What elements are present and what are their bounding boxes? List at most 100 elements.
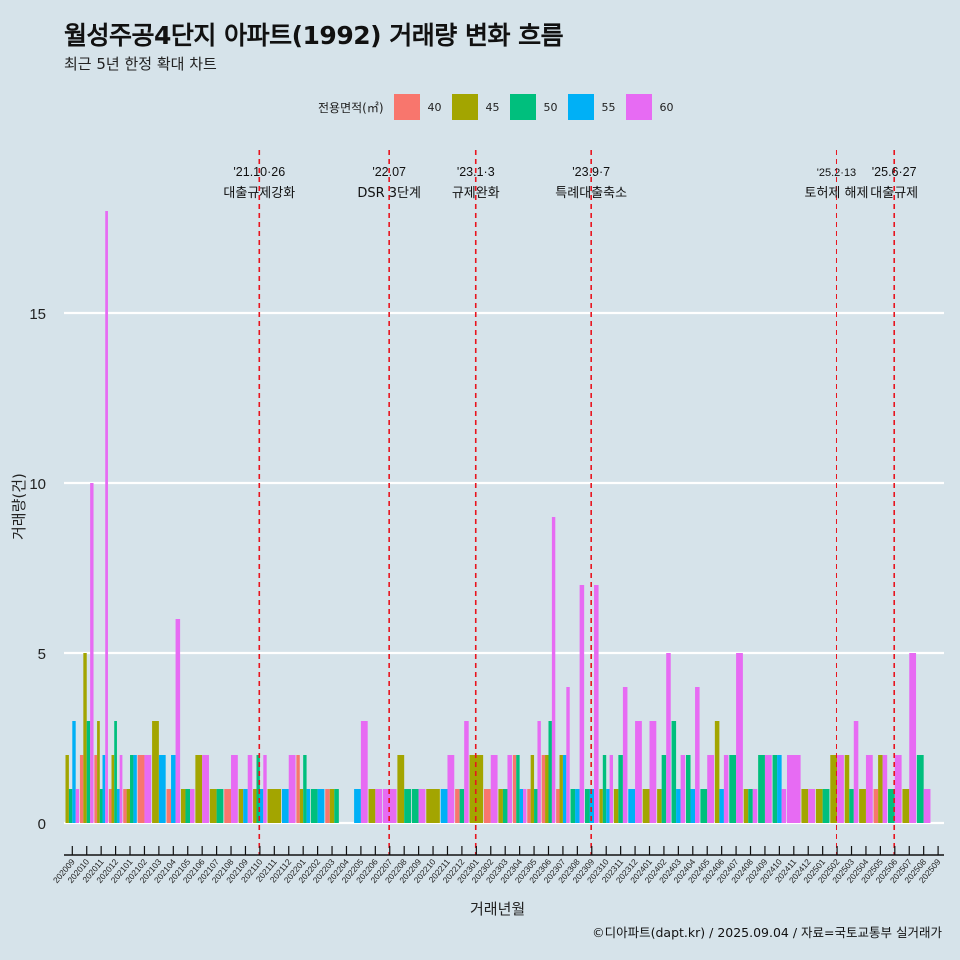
bar-202106-45 (195, 755, 203, 823)
bar-202307-45 (559, 755, 563, 823)
bar-202405-60 (707, 755, 715, 823)
event-name-label-3: 특례대출축소 (555, 186, 627, 201)
bar-202501-50 (822, 789, 830, 823)
event-name-label-0: 대출규제강화 (223, 186, 295, 201)
bar-202206-45 (368, 789, 376, 823)
bar-202011-45 (97, 721, 100, 823)
bar-202309-60 (594, 585, 599, 823)
bar-202010-50 (86, 721, 91, 823)
bar-202101-55 (133, 755, 137, 823)
legend-swatch-60 (625, 94, 652, 120)
bar-202009-45 (65, 755, 69, 823)
source-caption: ©디아파트(dapt.kr) / 2025.09.04 / 자료=국토교통부 실… (592, 925, 942, 940)
bar-202503-45 (844, 755, 850, 823)
bar-202110-50 (256, 755, 260, 823)
bar-202203-45 (329, 789, 335, 823)
bar-202311-45 (613, 789, 619, 823)
bar-202012-40 (108, 789, 112, 823)
bar-202104-40 (166, 789, 172, 823)
bar-202106-60 (202, 755, 209, 823)
y-tick-label-15: 15 (29, 306, 46, 323)
bar-202209-60 (418, 789, 426, 823)
bar-202404-55 (690, 789, 696, 823)
bar-202303-45 (498, 789, 503, 823)
bar-202308-60 (579, 585, 585, 823)
bar-202011-40 (94, 755, 98, 823)
bar-202206-60 (375, 789, 383, 823)
bar-202203-50 (334, 789, 339, 823)
event-name-label-2: 규제완화 (452, 186, 500, 201)
event-date-label-3: '23.9·7 (572, 165, 610, 179)
legend-item-60: 60 (625, 94, 684, 120)
bar-202506-50 (888, 789, 895, 823)
bar-202101-40 (123, 789, 127, 823)
bar-202409-50 (758, 755, 765, 823)
bar-202101-50 (130, 755, 134, 823)
bar-202010-45 (83, 653, 87, 823)
event-date-label-4: '25.2·13 (817, 167, 856, 179)
bar-202211-60 (447, 755, 455, 823)
bar-202105-45 (180, 789, 186, 823)
y-tick-label-0: 0 (38, 816, 46, 833)
bar-202306-50 (548, 721, 552, 823)
bar-202309-55 (589, 789, 595, 823)
bar-202012-50 (114, 721, 117, 823)
bar-202305-45 (530, 755, 535, 823)
bar-202302-60 (490, 755, 498, 823)
bar-202308-50 (570, 789, 576, 823)
y-axis-labels: 0 5 10 15 (29, 306, 46, 833)
bar-202105-60 (190, 789, 195, 823)
bar-202011-50 (99, 789, 103, 823)
bar-202401-45 (642, 789, 650, 823)
bar-202109-45 (238, 789, 244, 823)
bar-202208-50 (404, 789, 411, 823)
legend-item-40: 40 (393, 94, 452, 120)
event-date-label-5: '25.6·27 (872, 165, 917, 179)
bar-202506-60 (894, 755, 902, 823)
bar-202411-60 (787, 755, 801, 823)
bar-202104-55 (171, 755, 176, 823)
bar-202505-45 (878, 755, 883, 823)
bar-202308-55 (575, 789, 580, 823)
bar-202503-60 (853, 721, 859, 823)
y-tick-label-5: 5 (38, 646, 46, 663)
bar-202307-60 (566, 687, 570, 823)
event-lines (258, 150, 896, 855)
event-date-label-1: '22.07 (372, 165, 406, 179)
bar-202110-45 (253, 789, 257, 823)
bar-202502-60 (837, 755, 844, 823)
bar-202112-60 (288, 755, 296, 823)
bar-202307-55 (562, 755, 567, 823)
bar-202203-40 (325, 789, 330, 823)
bar-202408-50 (748, 789, 753, 823)
bar-202103-45 (152, 721, 159, 823)
legend-label-50: 50 (543, 100, 558, 114)
bar-202109-60 (247, 755, 253, 823)
bar-202009-55 (72, 721, 76, 823)
bar-202312-55 (628, 789, 636, 823)
bar-202412-45 (801, 789, 809, 823)
legend-title: 전용면적(㎡) (318, 100, 384, 115)
bar-202305-40 (527, 789, 531, 823)
bar-202211-55 (440, 789, 448, 823)
bar-202404-60 (695, 687, 700, 823)
event-date-label-2: '23.1·3 (457, 165, 495, 179)
bar-202112-55 (281, 789, 289, 823)
bar-202310-45 (599, 789, 603, 823)
bar-202212-40 (455, 789, 460, 823)
bar-202110-55 (259, 789, 264, 823)
legend-swatch-45 (451, 94, 478, 120)
bar-202202-50 (310, 789, 318, 823)
bar-202208-45 (397, 755, 405, 823)
bar-202507-45 (902, 789, 910, 823)
bar-202504-60 (865, 755, 873, 823)
bar-202304-60 (523, 789, 527, 823)
bar-202012-60 (119, 755, 123, 823)
bar-202406-55 (719, 789, 724, 823)
bar-202303-50 (502, 789, 508, 823)
legend-label-55: 55 (601, 100, 616, 114)
bar-202205-60 (360, 721, 368, 823)
bar-202304-55 (519, 789, 524, 823)
bar-202407-50 (729, 755, 737, 823)
bar-202310-55 (606, 789, 610, 823)
